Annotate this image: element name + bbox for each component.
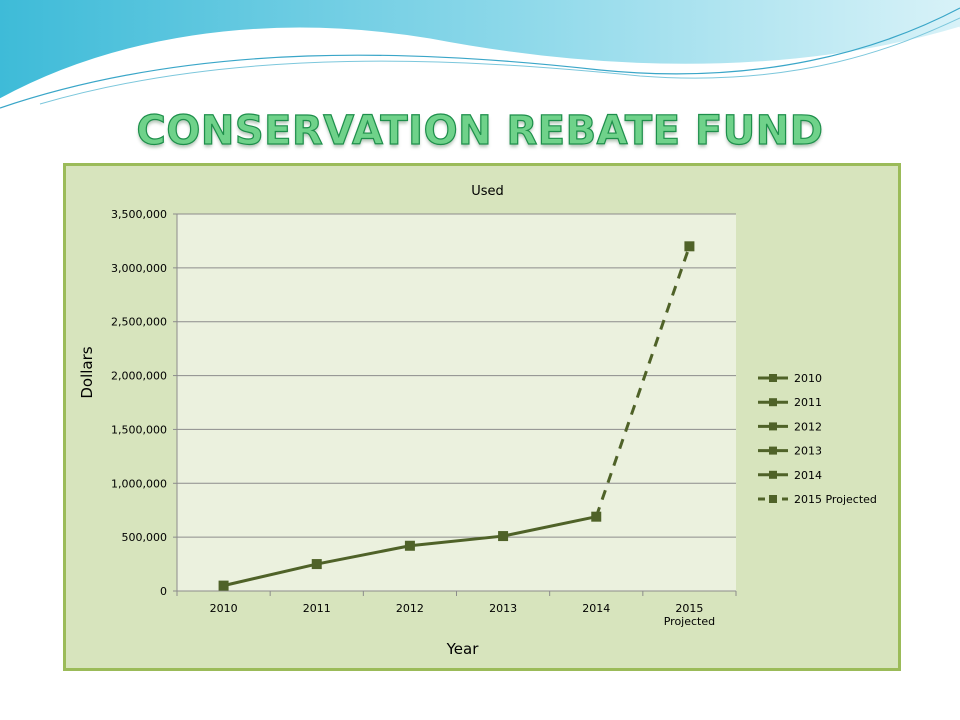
y-tick-label: 1,000,000 [111, 477, 167, 490]
data-point-marker [311, 559, 322, 570]
slide-title: CONSERVATION REBATE FUND [136, 107, 824, 154]
data-point-marker [218, 580, 229, 591]
line-chart: 0 500,000 1,000,000 1,500,000 2,000,000 2,500… [78, 184, 877, 658]
y-axis-title: Dollars [78, 346, 96, 398]
data-point-marker [591, 511, 602, 522]
chart-title: Used [471, 184, 504, 199]
data-point-marker [404, 540, 415, 551]
legend-marker [769, 470, 777, 479]
x-tick-label: 2013 [489, 602, 517, 615]
y-tick-label: 2,000,000 [111, 370, 167, 383]
x-tick-label: 2012 [396, 602, 424, 615]
legend-label: 2014 [794, 469, 822, 482]
legend-label: 2011 [794, 396, 822, 409]
x-tick-label: 2011 [303, 602, 331, 615]
series-line-projected [594, 245, 691, 518]
legend-label: 2012 [794, 420, 822, 433]
y-tick-label: 2,500,000 [111, 316, 167, 329]
x-tick-label: 2014 [582, 602, 610, 615]
legend-label: 2015 Projected [794, 493, 877, 506]
legend-label: 2013 [794, 445, 822, 458]
x-tick-label: 2015 Projected [664, 602, 715, 628]
x-tick-label: 2010 [210, 602, 238, 615]
data-point-marker [498, 531, 509, 542]
y-tick-label: 1,500,000 [111, 423, 167, 436]
y-tick-label: 3,000,000 [111, 262, 167, 275]
legend-marker [769, 495, 777, 503]
data-point-marker [684, 241, 695, 252]
legend-marker [769, 398, 777, 407]
header-wave-decoration [0, 0, 960, 109]
legend-label: 2010 [794, 372, 822, 385]
chart-panel: 0 500,000 1,000,000 1,500,000 2,000,000 2,500… [63, 163, 901, 671]
legend-marker [769, 422, 777, 431]
x-axis-title: Year [446, 640, 480, 658]
y-tick-label: 0 [160, 585, 167, 598]
y-tick-label: 3,500,000 [111, 208, 167, 221]
y-tick-label: 500,000 [122, 531, 168, 544]
legend-marker [769, 446, 777, 455]
legend-marker [769, 374, 777, 382]
plot-area [177, 214, 736, 591]
